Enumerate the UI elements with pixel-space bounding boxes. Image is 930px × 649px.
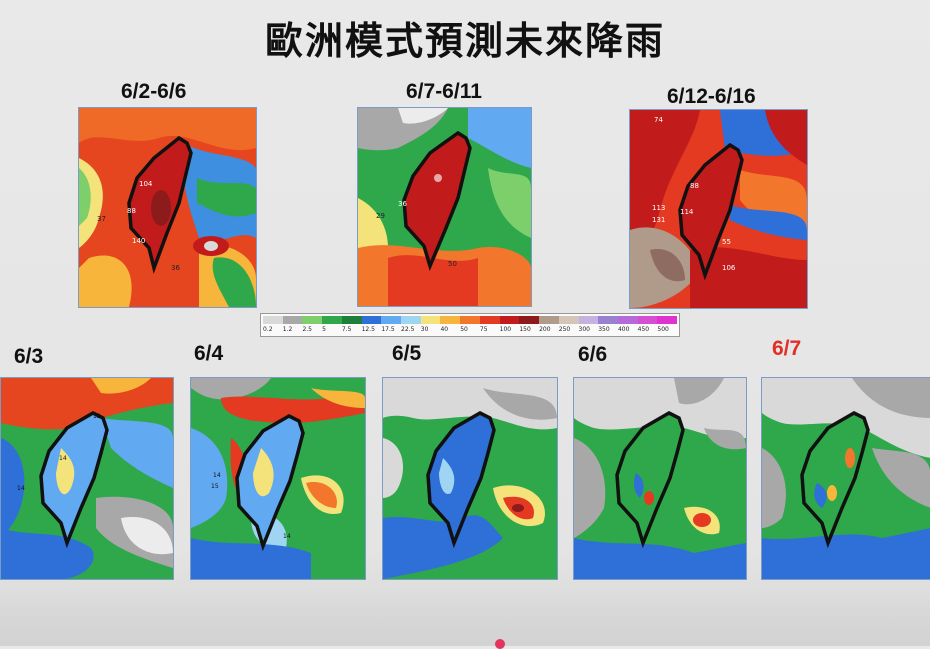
color-scale-tick-label: 200: [539, 326, 551, 333]
color-scale-swatch: [637, 316, 658, 324]
rainfall-map-6-3: 12 14 14: [0, 377, 174, 580]
color-scale-tick-label: 400: [617, 326, 630, 333]
color-scale-tick-label: 40: [440, 326, 449, 333]
color-scale-swatch: [381, 316, 402, 324]
color-scale-swatch: [322, 316, 342, 324]
period-label-1: 6/2-6/6: [121, 80, 187, 103]
color-scale-tick-label: 100: [499, 326, 512, 333]
color-scale-tick-label: 0.2: [263, 326, 273, 333]
rainfall-map-6-7: [761, 377, 930, 580]
station-value: 36: [398, 200, 407, 208]
color-scale-tick-label: 12.5: [361, 326, 375, 333]
station-value: 14: [59, 455, 67, 462]
station-value: 88: [690, 182, 699, 190]
bottom-shadow: [0, 590, 930, 646]
color-scale-tick-label: 450: [637, 326, 650, 333]
color-scale-swatch: [617, 316, 638, 324]
daily-label-6-5: 6/5: [392, 342, 422, 365]
color-scale-swatch: [558, 316, 579, 324]
station-value: 12: [93, 413, 101, 420]
color-scale-tick-label: 7.5: [341, 326, 352, 333]
rainfall-map-6-4: 14 15 14: [190, 377, 366, 580]
color-scale-swatch: [519, 316, 540, 324]
color-scale-tick-label: 1.2: [282, 326, 293, 333]
daily-label-6-6: 6/6: [578, 343, 608, 366]
daily-label-6-7: 6/7: [772, 337, 802, 360]
color-scale-tick-label: 17.5: [381, 326, 395, 333]
color-scale-tick-label: 300: [578, 326, 590, 333]
color-scale-swatch: [341, 316, 362, 324]
color-scale-bar: [263, 316, 678, 324]
color-scale-tick-label: 2.5: [302, 326, 312, 333]
daily-label-6-4: 6/4: [194, 342, 224, 365]
station-value: 36: [171, 264, 180, 272]
color-scale-tick-label: 5: [322, 326, 326, 333]
period-label-2: 6/7-6/11: [406, 80, 482, 103]
color-scale-tick-label: 50: [460, 326, 468, 333]
color-scale-swatch: [420, 316, 441, 324]
color-scale-swatch: [263, 316, 283, 324]
rainfall-color-scale: 0.2 1.2 2.5 5 7.5 12.5 17.5 22.5 30 40 50 75 100 150 2…: [260, 313, 680, 337]
color-scale-tick-label: 30: [420, 326, 429, 333]
color-scale-swatch: [282, 316, 303, 324]
station-value: 29: [376, 212, 385, 220]
station-value: 37: [97, 215, 106, 223]
color-scale-swatch: [361, 316, 382, 324]
color-scale-swatch: [401, 316, 421, 324]
color-scale-tick-label: 75: [479, 326, 488, 333]
station-value: 14: [213, 472, 221, 479]
color-scale-tick-label: 22.5: [401, 326, 415, 333]
color-scale-swatch: [539, 316, 559, 324]
daily-label-6-3: 6/3: [14, 345, 44, 368]
station-value: 140: [132, 237, 145, 245]
color-scale-ticks: 0.2 1.2 2.5 5 7.5 12.5 17.5 22.5 30 40 50 75 100 150 2…: [263, 325, 677, 335]
rainfall-map-6-6: [573, 377, 747, 580]
color-scale-swatch: [657, 316, 678, 324]
color-scale-tick-label: 150: [519, 326, 531, 333]
station-value: 74: [654, 116, 663, 124]
station-value: 131: [652, 216, 665, 224]
progress-dot: [495, 639, 505, 649]
rainfall-map-6-7-6-11: 36 29 50: [357, 107, 532, 307]
color-scale-swatch: [440, 316, 461, 324]
color-scale-swatch: [578, 316, 599, 324]
rainfall-map-6-12-6-16: 74 88 113 131 114 55 106: [629, 109, 808, 309]
page-title: 歐洲模式預測未來降雨: [264, 19, 665, 63]
color-scale-tick-label: 350: [598, 326, 610, 333]
station-value: 14: [17, 485, 25, 492]
rainfall-map-6-2-6-6: 104 88 37 140 36: [78, 107, 257, 308]
station-value: 50: [448, 260, 457, 268]
color-scale-tick-label: 250: [558, 326, 571, 333]
station-value: 55: [722, 238, 731, 246]
period-label-3: 6/12-6/16: [667, 85, 756, 108]
color-scale-swatch: [479, 316, 500, 324]
station-value: 88: [127, 207, 136, 215]
station-value: 114: [680, 208, 694, 216]
color-scale-swatch: [499, 316, 520, 324]
station-value: 15: [211, 483, 219, 490]
station-value: 106: [722, 264, 736, 272]
color-scale-swatch: [460, 316, 480, 324]
color-scale-swatch: [302, 316, 323, 324]
station-value: 14: [283, 533, 291, 540]
station-value: 104: [139, 180, 153, 188]
color-scale-swatch: [598, 316, 618, 324]
rainfall-map-6-5: [382, 377, 558, 580]
station-value: 113: [652, 204, 665, 212]
color-scale-tick-label: 500: [657, 326, 669, 333]
